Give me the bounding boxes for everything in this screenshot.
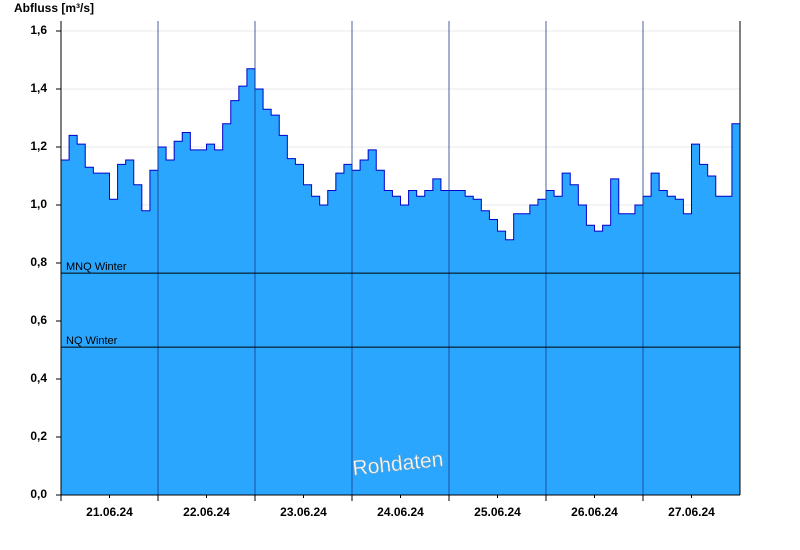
reference-label: MNQ Winter bbox=[66, 261, 127, 273]
area bbox=[61, 60, 740, 495]
y-tick-label: 0,8 bbox=[30, 255, 47, 269]
x-tick-label: 27.06.24 bbox=[668, 505, 715, 519]
y-tick-label: 0,0 bbox=[30, 487, 47, 501]
y-tick-label: 1,4 bbox=[30, 81, 47, 95]
y-tick-label: 0,2 bbox=[30, 429, 47, 443]
y-tick-label: 0,4 bbox=[30, 371, 47, 385]
y-tick-label: 1,2 bbox=[30, 139, 47, 153]
chart-title: Abfluss [m³/s] bbox=[14, 1, 94, 15]
y-tick-label: 1,0 bbox=[30, 197, 47, 211]
x-tick-label: 23.06.24 bbox=[280, 505, 327, 519]
x-tick-label: 25.06.24 bbox=[474, 505, 521, 519]
y-tick-label: 1,6 bbox=[30, 23, 47, 37]
line bbox=[61, 60, 741, 241]
x-tick-label: 22.06.24 bbox=[183, 505, 230, 519]
x-tick-label: 21.06.24 bbox=[86, 505, 133, 519]
reference-label: NQ Winter bbox=[66, 335, 118, 347]
x-tick-label: 26.06.24 bbox=[571, 505, 618, 519]
x-tick-label: 24.06.24 bbox=[377, 505, 424, 519]
y-tick-label: 0,6 bbox=[30, 313, 47, 327]
